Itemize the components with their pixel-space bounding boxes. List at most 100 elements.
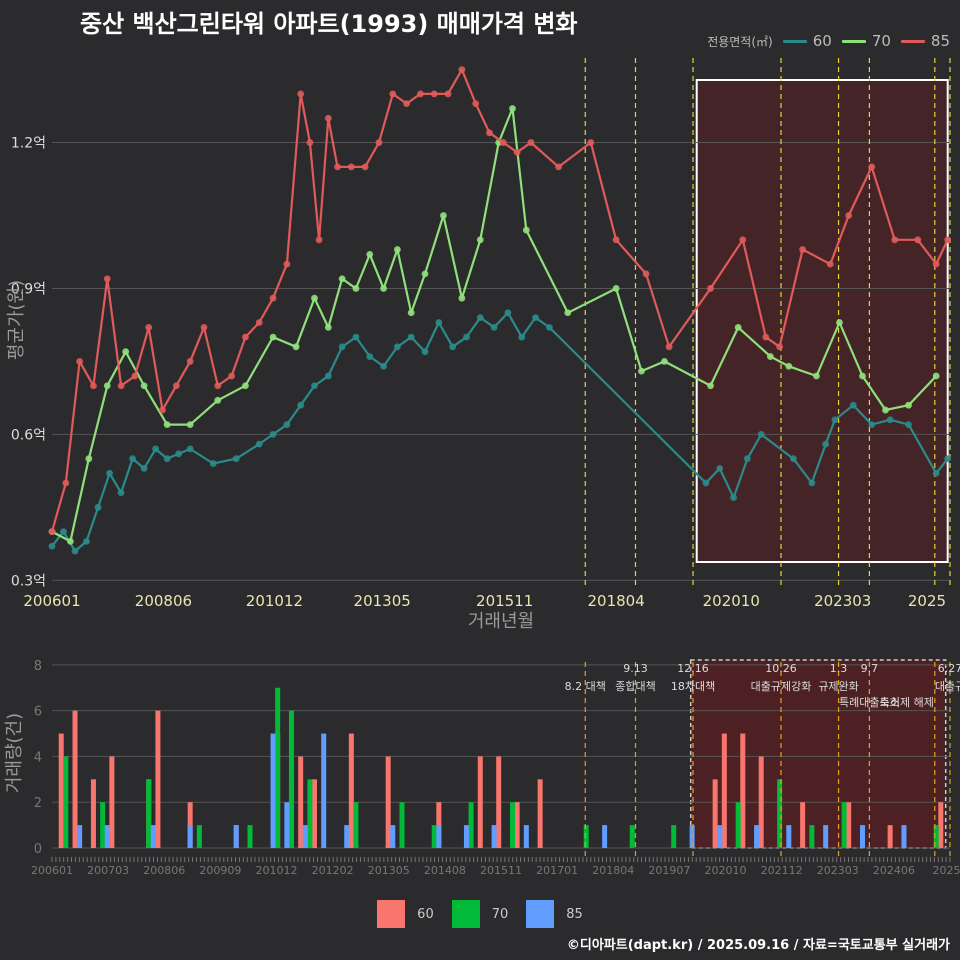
- price-point-85-26: [389, 90, 397, 98]
- price-point-70-21: [440, 212, 447, 219]
- price-point-85-20: [315, 236, 323, 244]
- price-point-60-48: [886, 416, 894, 424]
- volume-bar-60-24: [846, 802, 852, 848]
- volume-x-tick-12: 202010: [705, 864, 747, 877]
- price-point-60-17: [283, 421, 291, 429]
- price-point-70-3: [103, 382, 111, 390]
- price-y-tick-1: 0.6억: [11, 427, 46, 443]
- volume-bar-70-17: [777, 779, 783, 848]
- volume-x-tick-4: 201012: [256, 864, 298, 877]
- price-point-85-13: [228, 372, 236, 380]
- volume-bar-85-13: [491, 825, 497, 848]
- price-point-85-28: [417, 90, 424, 98]
- price-point-85-29: [430, 90, 438, 98]
- volume-bar-70-7: [307, 779, 313, 848]
- volume-bar-60-6: [187, 802, 193, 848]
- volume-bar-85-5: [270, 733, 276, 848]
- volume-legend-swatch-60: [377, 900, 406, 928]
- volume-policy-label-1: 종합대책: [615, 680, 655, 693]
- volume-x-tick-8: 201511: [480, 864, 522, 877]
- volume-bar-70-0: [63, 756, 69, 848]
- volume-policy-label-2: 18차대책: [671, 680, 715, 693]
- volume-legend-item-70: 70: [451, 900, 508, 928]
- price-point-85-6: [131, 372, 139, 380]
- price-point-60-35: [532, 314, 539, 322]
- price-point-60-22: [352, 333, 360, 341]
- price-point-85-11: [200, 323, 208, 331]
- price-point-85-50: [891, 236, 899, 244]
- price-point-60-10: [163, 455, 171, 463]
- price-point-85-48: [845, 212, 853, 219]
- legend-item-85: 85: [900, 32, 950, 50]
- price-point-60-26: [407, 333, 415, 341]
- volume-policy-date-5: 9.7: [861, 662, 879, 675]
- price-point-60-4: [94, 503, 102, 511]
- price-point-60-27: [421, 348, 429, 356]
- price-point-85-9: [172, 382, 180, 390]
- price-point-70-34: [785, 362, 793, 370]
- price-point-70-4: [122, 348, 130, 356]
- price-point-85-7: [145, 323, 153, 331]
- price-point-60-30: [463, 333, 470, 341]
- price-point-60-23: [366, 353, 374, 360]
- price-point-60-47: [868, 421, 876, 429]
- volume-bar-70-16: [735, 802, 741, 848]
- volume-legend-label-60: 60: [417, 906, 434, 922]
- price-point-70-26: [522, 226, 530, 234]
- price-point-85-25: [375, 139, 383, 146]
- volume-bar-70-12: [510, 802, 516, 848]
- volume-bar-85-22: [901, 825, 907, 848]
- price-point-85-22: [334, 163, 341, 171]
- price-point-70-29: [638, 367, 645, 375]
- legend-label-70: 70: [871, 32, 891, 50]
- legend-label-85: 85: [930, 32, 950, 50]
- price-line-60: [51, 311, 949, 553]
- volume-x-tick-9: 201701: [536, 864, 578, 877]
- volume-bar-70-6: [288, 710, 294, 848]
- price-point-70-37: [859, 372, 866, 380]
- volume-bar-85-7: [302, 825, 308, 848]
- price-x-tick-7: 202303: [814, 592, 871, 610]
- volume-bar-60-5: [155, 710, 161, 848]
- volume-x-tick-16: 20250: [933, 864, 960, 877]
- volume-x-tick-3: 200909: [199, 864, 241, 877]
- volume-policy-date-3: 10.26: [765, 662, 797, 675]
- price-point-85-38: [587, 139, 595, 146]
- volume-policy-date-7: 6.27: [938, 662, 960, 675]
- volume-bar-60-26: [938, 802, 944, 848]
- volume-bar-70-10: [431, 825, 437, 848]
- price-point-70-32: [734, 323, 742, 331]
- price-point-60-1: [60, 528, 67, 536]
- price-point-60-50: [932, 469, 940, 477]
- volume-policy-date-2: 12.16: [677, 662, 709, 675]
- price-point-70-38: [882, 406, 889, 414]
- price-point-60-32: [490, 323, 498, 331]
- price-point-70-36: [836, 319, 843, 326]
- price-point-60-51: [944, 455, 952, 463]
- price-point-60-0: [48, 542, 56, 550]
- volume-bar-60-23: [800, 802, 806, 848]
- price-point-85-23: [347, 163, 355, 171]
- price-point-60-21: [338, 343, 346, 351]
- volume-legend-item-60: 60: [377, 900, 434, 928]
- volume-bar-85-0: [77, 825, 83, 848]
- volume-policy-label-6: 토허제 해제: [880, 695, 934, 709]
- volume-bar-60-1: [72, 710, 78, 848]
- price-point-60-3: [83, 537, 90, 545]
- price-y-label: 평균가(원): [6, 280, 27, 360]
- price-point-70-22: [458, 294, 466, 302]
- volume-bar-60-15: [477, 756, 483, 848]
- volume-bar-70-4: [247, 825, 253, 848]
- volume-policy-label-5: 특례대출축소: [839, 696, 900, 709]
- price-point-60-41: [757, 430, 765, 438]
- volume-bar-85-10: [390, 825, 396, 848]
- volume-legend-swatch-70: [451, 900, 480, 928]
- price-point-85-43: [739, 236, 747, 244]
- volume-legend: 60 70 85: [0, 900, 960, 928]
- volume-bar-60-18: [537, 779, 543, 848]
- price-point-85-41: [665, 343, 673, 351]
- volume-y-tick-0: 0: [34, 842, 42, 857]
- price-point-70-28: [612, 285, 620, 292]
- price-point-85-15: [255, 319, 263, 326]
- volume-bar-60-22: [758, 756, 764, 848]
